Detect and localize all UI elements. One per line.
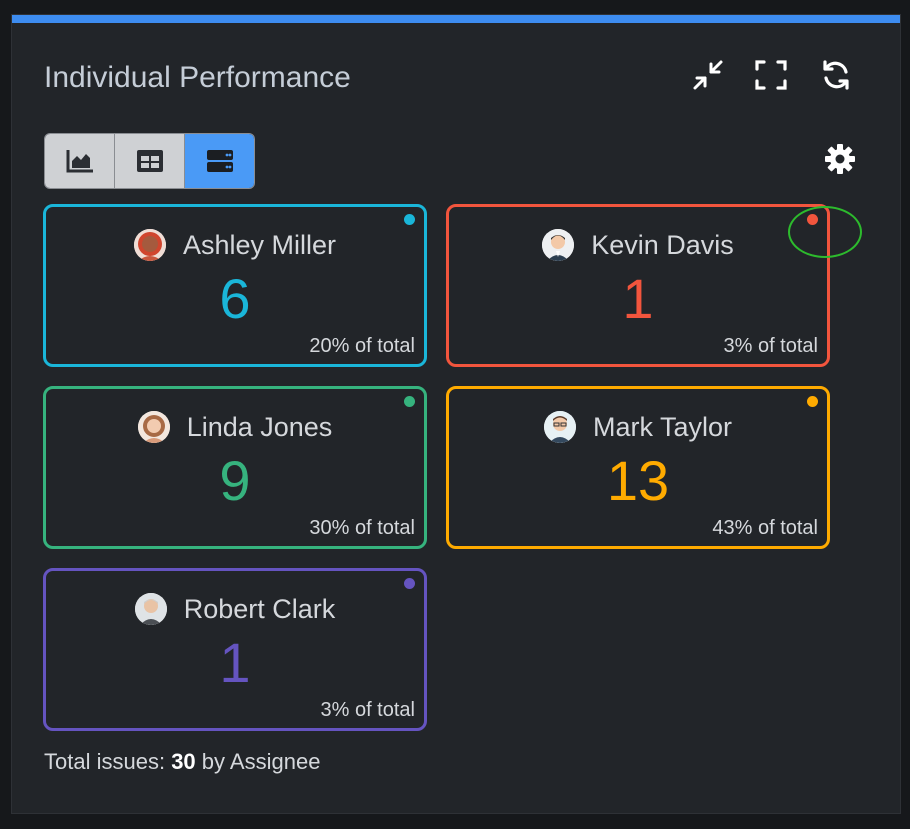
area-chart-icon [66,150,93,173]
assignee-card-ashley-miller[interactable]: Ashley Miller 6 20% of total [43,204,427,367]
table-view-button[interactable] [115,134,185,188]
assignee-card-linda-jones[interactable]: Linda Jones 9 30% of total [43,386,427,549]
issue-count: 13 [606,449,670,512]
avatar [133,229,166,261]
chart-view-button[interactable] [45,134,115,188]
percent-of-total: 20% of total [309,335,415,357]
widget-title: Individual Performance [44,61,351,94]
status-dot [404,578,415,589]
refresh-icon[interactable] [818,57,854,93]
gear-icon[interactable] [824,143,856,175]
issue-count: 1 [622,267,654,330]
table-icon [136,150,163,172]
assignee-card-robert-clark[interactable]: Robert Clark 1 3% of total [43,568,427,731]
percent-of-total: 43% of total [712,517,818,539]
percent-of-total: 3% of total [723,335,818,357]
card-view-button[interactable] [185,134,254,188]
assignee-card-kevin-davis[interactable]: Kevin Davis 1 3% of total [446,204,830,367]
footer-suffix: by Assignee [201,749,321,774]
avatar [137,411,170,443]
view-mode-toggle [44,133,255,189]
total-issues-summary: Total issues: 30 by Assignee [44,749,320,775]
status-dot [807,396,818,407]
server-list-icon [206,150,233,172]
percent-of-total: 30% of total [309,517,415,539]
annotation-highlight-ring [788,206,862,258]
total-issues-count: 30 [171,749,196,774]
avatar [134,593,167,625]
percent-of-total: 3% of total [320,699,415,721]
assignee-card-mark-taylor[interactable]: Mark Taylor 13 43% of total [446,386,830,549]
collapse-icon[interactable] [690,57,726,93]
avatar [542,229,575,261]
fullscreen-icon[interactable] [753,57,789,93]
avatar [543,411,576,443]
performance-widget: Individual Performance [11,14,901,814]
status-dot [404,396,415,407]
widget-accent-bar [12,15,900,23]
footer-prefix: Total issues: [44,749,166,774]
status-dot [404,214,415,225]
issue-count: 9 [219,449,251,512]
issue-count: 6 [219,267,251,330]
issue-count: 1 [219,631,251,694]
